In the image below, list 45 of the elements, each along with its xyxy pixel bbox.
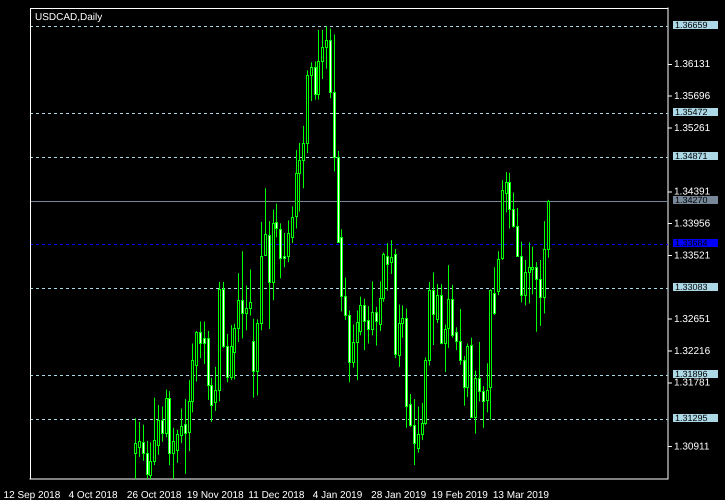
candlestick [176,429,179,464]
y-tick-label: 1.35261 [674,122,711,134]
candlestick [531,246,534,295]
x-tick-label: 28 Jan 2019 [371,490,427,500]
y-tick-label: 1.36131 [674,59,711,70]
candlestick [149,442,152,480]
candlestick [524,259,527,306]
chart-title: USDCAD,Daily [35,12,102,23]
x-tick-label: 12 Sep 2018 [4,490,61,500]
ref-line-label: 1.31295 [675,412,708,423]
candlestick [138,421,141,458]
ref-line-label: 1.33083 [675,282,708,292]
candlestick [283,232,286,268]
candlestick [371,280,374,336]
x-tick-label: 26 Oct 2018 [126,490,182,500]
candlestick [413,398,416,466]
y-tick-label: 1.32651 [674,314,711,325]
x-tick-label: 19 Nov 2018 [186,490,244,500]
ref-line-label: 1.31896 [675,368,708,379]
candlestick [417,406,420,454]
ref-line-label: 1.34871 [675,150,708,161]
x-tick-label: 19 Feb 2019 [432,490,488,500]
y-tick-label: 1.30911 [674,441,710,452]
x-tick-label: 13 Mar 2019 [492,490,550,500]
ref-line-label: 1.33684 [675,238,708,248]
candlestick [287,220,290,263]
candlestick [367,306,370,344]
y-tick-label: 1.32216 [674,346,711,357]
y-tick-label: 1.33956 [674,218,711,230]
y-tick-label: 1.35696 [674,90,711,102]
candlestick [184,398,187,474]
x-tick-label: 4 Jan 2019 [312,490,363,500]
candlestick [245,285,248,331]
x-tick-label: 11 Dec 2018 [248,490,305,500]
candlestick [363,298,366,351]
candlestick [134,418,137,480]
x-tick-label: 4 Oct 2018 [68,490,118,500]
y-tick-label: 1.33521 [674,250,711,262]
candlestick [535,262,538,332]
candlestick [528,242,531,304]
candlestick [249,269,252,316]
ref-line-label: 1.36659 [675,20,708,30]
y-tick-label: 1.31781 [674,378,711,389]
candlestick [241,250,244,339]
ref-line-label: 1.35472 [675,106,708,117]
